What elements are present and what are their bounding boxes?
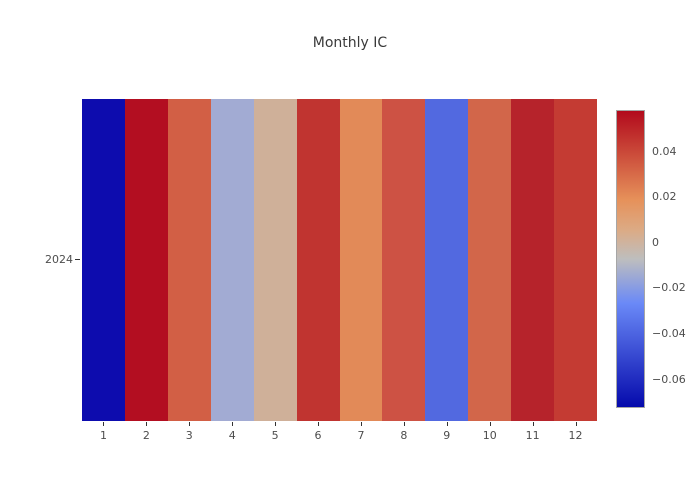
colorbar-tick-label: −0.06 xyxy=(652,372,686,386)
x-tick-mark xyxy=(446,422,448,426)
x-tick-label: 2 xyxy=(142,429,150,442)
x-tick-label: 1 xyxy=(99,429,107,442)
colorbar-tick-labels: 0.04 0.02 0 −0.02 −0.04 −0.06 xyxy=(652,110,700,408)
x-tick-label: 5 xyxy=(271,429,279,442)
y-tick-label: 2024 xyxy=(45,253,73,266)
x-tick-label: 8 xyxy=(400,429,408,442)
x-tick-mark xyxy=(103,422,105,426)
x-tick-mark xyxy=(360,422,362,426)
colorbar-tick-label: 0.04 xyxy=(652,144,677,158)
x-tick-mark xyxy=(575,422,577,426)
heatmap-cell-2 xyxy=(124,99,168,421)
heatmap-cell-5 xyxy=(253,99,297,421)
x-tick-mark xyxy=(403,422,405,426)
heatmap-cell-9 xyxy=(425,99,469,421)
heatmap-cell-8 xyxy=(382,99,426,421)
heatmap-cell-7 xyxy=(339,99,383,421)
heatmap-cell-10 xyxy=(468,99,512,421)
colorbar-gradient xyxy=(616,110,645,408)
x-tick-mark xyxy=(146,422,148,426)
x-tick-mark xyxy=(318,422,320,426)
colorbar-tick-label: −0.04 xyxy=(652,327,686,341)
x-tick-mark xyxy=(189,422,191,426)
x-tick-label: 4 xyxy=(228,429,236,442)
heatmap-cell-4 xyxy=(210,99,254,421)
x-tick-label: 12 xyxy=(568,429,583,442)
x-tick-mark xyxy=(489,422,491,426)
x-tick-label: 10 xyxy=(482,429,497,442)
x-tick-label: 7 xyxy=(357,429,365,442)
x-tick-label: 6 xyxy=(314,429,322,442)
y-tick-mark xyxy=(75,259,80,260)
x-tick-mark xyxy=(532,422,534,426)
heatmap-cell-11 xyxy=(511,99,555,421)
colorbar-tick-label: 0 xyxy=(652,235,659,249)
heatmap xyxy=(82,99,598,421)
heatmap-cell-1 xyxy=(82,99,125,421)
colorbar-tick-label: 0.02 xyxy=(652,190,677,204)
x-tick-label: 9 xyxy=(443,429,451,442)
heatmap-cell-6 xyxy=(296,99,340,421)
x-axis: 1 2 3 4 5 6 7 8 9 10 11 12 xyxy=(82,421,597,446)
x-tick-mark xyxy=(232,422,234,426)
colorbar-tick-label: −0.02 xyxy=(652,281,686,295)
heatmap-cell-3 xyxy=(167,99,211,421)
x-tick-label: 11 xyxy=(525,429,540,442)
x-tick-mark xyxy=(275,422,277,426)
chart-title: Monthly IC xyxy=(312,35,388,51)
x-tick-label: 3 xyxy=(185,429,193,442)
heatmap-cell-12 xyxy=(554,99,598,421)
